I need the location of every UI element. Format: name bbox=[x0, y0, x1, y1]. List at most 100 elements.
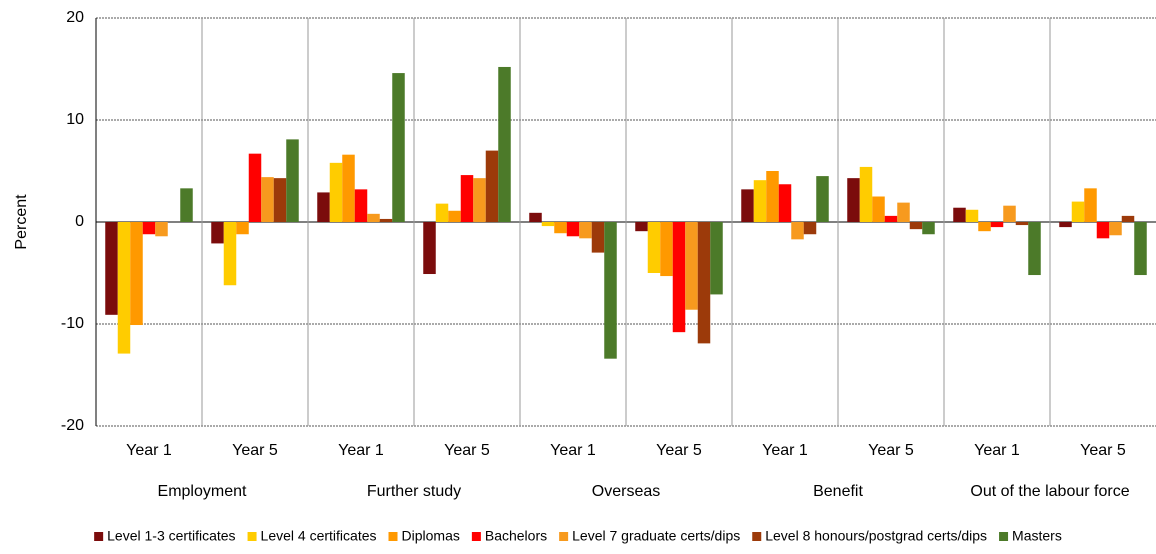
y-tick-label: 0 bbox=[75, 213, 84, 230]
x-tick-label: Year 1 bbox=[550, 442, 596, 459]
bar bbox=[130, 222, 143, 326]
bar bbox=[460, 175, 474, 222]
bar bbox=[1134, 222, 1147, 276]
bar bbox=[791, 222, 804, 240]
bar bbox=[859, 166, 873, 222]
y-tick-label: 20 bbox=[66, 9, 84, 26]
bar bbox=[778, 184, 792, 222]
bar bbox=[367, 213, 380, 222]
bar bbox=[897, 202, 910, 222]
bar bbox=[248, 153, 262, 222]
bar bbox=[435, 203, 449, 222]
bar bbox=[485, 150, 499, 222]
legend-swatch bbox=[999, 532, 1009, 541]
bar bbox=[117, 222, 131, 354]
group-label: Overseas bbox=[592, 483, 660, 500]
bar bbox=[978, 222, 991, 232]
group-label: Employment bbox=[158, 483, 247, 500]
legend-label: Level 4 certificates bbox=[261, 528, 377, 544]
legend-label: Diplomas bbox=[402, 528, 460, 544]
bar bbox=[379, 218, 393, 222]
bar bbox=[685, 222, 698, 310]
legend-swatch bbox=[247, 532, 257, 541]
bar bbox=[1015, 222, 1029, 226]
bar bbox=[1096, 222, 1110, 239]
bar bbox=[423, 222, 436, 275]
group-label: Further study bbox=[367, 483, 461, 500]
bar bbox=[566, 222, 580, 237]
x-tick-label: Year 5 bbox=[656, 442, 702, 459]
bar bbox=[803, 222, 817, 235]
bar bbox=[286, 139, 299, 222]
bar bbox=[236, 222, 249, 235]
bar bbox=[766, 171, 779, 222]
bar bbox=[261, 177, 274, 222]
bar bbox=[273, 178, 287, 222]
bar bbox=[816, 176, 829, 222]
bar bbox=[1109, 222, 1122, 236]
bar bbox=[473, 178, 486, 222]
bar bbox=[710, 222, 723, 295]
x-tick-label: Year 5 bbox=[868, 442, 914, 459]
bar bbox=[317, 192, 330, 222]
bar bbox=[211, 222, 224, 244]
y-axis-label: Percent bbox=[13, 194, 30, 250]
bar bbox=[672, 222, 686, 333]
bar bbox=[142, 222, 156, 235]
y-tick-label: -10 bbox=[61, 315, 84, 332]
group-label: Out of the labour force bbox=[970, 483, 1129, 500]
bar bbox=[965, 209, 979, 222]
bar bbox=[354, 189, 368, 222]
bar bbox=[1028, 222, 1041, 276]
x-tick-label: Year 5 bbox=[444, 442, 490, 459]
bar bbox=[579, 222, 592, 239]
bar bbox=[105, 222, 118, 315]
bar bbox=[753, 180, 767, 222]
legend-swatch bbox=[471, 532, 481, 541]
x-tick-label: Year 5 bbox=[232, 442, 278, 459]
bar bbox=[922, 222, 935, 235]
y-tick-label: 10 bbox=[66, 111, 84, 128]
bar bbox=[529, 212, 542, 222]
x-tick-label: Year 1 bbox=[338, 442, 384, 459]
bar bbox=[604, 222, 617, 359]
bar bbox=[660, 222, 673, 277]
bar bbox=[635, 222, 648, 232]
legend-swatch bbox=[94, 532, 104, 541]
bar bbox=[498, 66, 511, 223]
bar bbox=[884, 215, 898, 222]
bar bbox=[872, 196, 885, 222]
bar bbox=[847, 178, 860, 222]
bar bbox=[329, 162, 343, 222]
x-tick-label: Year 5 bbox=[1080, 442, 1126, 459]
legend-label: Level 8 honours/postgrad certs/dips bbox=[765, 528, 987, 544]
bar bbox=[1121, 215, 1135, 222]
bar bbox=[155, 222, 168, 237]
bar bbox=[1059, 222, 1072, 228]
legend-label: Level 1-3 certificates bbox=[107, 528, 235, 544]
x-tick-label: Year 1 bbox=[974, 442, 1020, 459]
bar bbox=[909, 222, 923, 230]
y-tick-label: -20 bbox=[61, 417, 84, 434]
x-tick-label: Year 1 bbox=[762, 442, 808, 459]
bar bbox=[1003, 205, 1016, 222]
bar bbox=[741, 189, 754, 222]
bar bbox=[990, 222, 1004, 228]
bar bbox=[180, 188, 193, 222]
bar bbox=[392, 73, 405, 222]
bar bbox=[541, 222, 555, 227]
bar bbox=[1084, 188, 1097, 222]
legend-label: Bachelors bbox=[485, 528, 547, 544]
bar bbox=[953, 207, 966, 222]
bar bbox=[697, 222, 711, 344]
legend-swatch bbox=[752, 532, 762, 541]
bar bbox=[342, 154, 355, 222]
legend-label: Level 7 graduate certs/dips bbox=[572, 528, 740, 544]
bar bbox=[1071, 201, 1085, 222]
legend-label: Masters bbox=[1012, 528, 1062, 544]
bar bbox=[223, 222, 237, 286]
legend-swatch bbox=[559, 532, 569, 541]
bar bbox=[647, 222, 661, 273]
x-tick-label: Year 1 bbox=[126, 442, 172, 459]
